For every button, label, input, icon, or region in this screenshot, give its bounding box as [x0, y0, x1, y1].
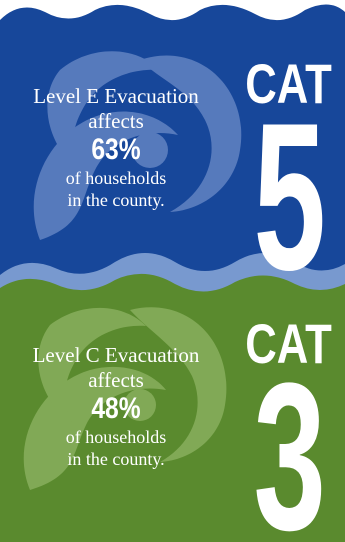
cat3-county-label: in the county. — [67, 449, 165, 469]
cat3-background — [0, 273, 345, 542]
cat5-percent: 63% — [91, 133, 141, 166]
cat3-affects-label: affects — [88, 368, 144, 392]
cat5-households-label: of households — [65, 168, 167, 188]
cat5-panel: Level E Evacuation affects 63% of househ… — [0, 4, 345, 301]
cat5-stat: Level E Evacuation affects 63% of househ… — [0, 83, 232, 211]
cat3-panel: Level C Evacuation affects 48% of househ… — [0, 270, 345, 542]
cat3-number: 3 — [253, 339, 326, 542]
cat3-word: CAT — [245, 312, 332, 375]
hurricane-swirl-icon — [33, 51, 242, 240]
cat5-affects-label: affects — [88, 109, 144, 133]
cat5-badge: CAT 5 — [232, 52, 345, 301]
cat5-word: CAT — [245, 52, 332, 115]
hurricane-swirl-green-icon — [23, 307, 227, 490]
cat5-level-label: Level E Evacuation — [33, 84, 199, 108]
cat3-stat: Level C Evacuation affects 48% of househ… — [0, 342, 232, 470]
cat3-households-label: of households — [65, 427, 167, 447]
cat5-number: 5 — [253, 79, 326, 301]
cat3-percent: 48% — [91, 392, 141, 425]
cat3-level-label: Level C Evacuation — [32, 343, 200, 367]
cat3-badge: CAT 3 — [232, 316, 345, 542]
cat5-county-label: in the county. — [67, 190, 165, 210]
